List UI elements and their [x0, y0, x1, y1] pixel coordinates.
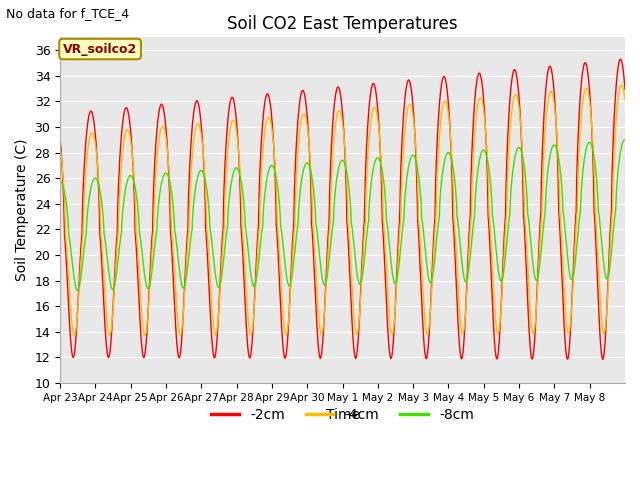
Title: Soil CO2 East Temperatures: Soil CO2 East Temperatures — [227, 15, 458, 33]
-4cm — [70, 333, 78, 338]
-8cm — [56, 178, 64, 184]
-4cm — [613, 105, 621, 110]
-2cm — [235, 147, 243, 153]
-2cm — [113, 238, 120, 244]
-8cm — [113, 268, 121, 274]
-4cm — [618, 82, 625, 88]
Legend: -2cm, -4cm, -8cm: -2cm, -4cm, -8cm — [205, 403, 479, 428]
-2cm — [545, 66, 552, 72]
-2cm — [621, 86, 629, 92]
Line: -2cm: -2cm — [60, 60, 625, 359]
-8cm — [235, 168, 243, 174]
-4cm — [235, 149, 243, 155]
-2cm — [376, 152, 384, 158]
Text: No data for f_TCE_4: No data for f_TCE_4 — [6, 7, 129, 20]
-4cm — [513, 94, 521, 99]
-2cm — [613, 72, 621, 78]
-4cm — [56, 145, 64, 151]
-8cm — [613, 178, 621, 183]
-8cm — [377, 161, 385, 167]
-4cm — [621, 96, 629, 102]
Line: -4cm: -4cm — [60, 85, 625, 336]
-2cm — [599, 356, 607, 362]
-4cm — [113, 247, 121, 253]
-8cm — [621, 137, 629, 143]
Text: VR_soilco2: VR_soilco2 — [63, 43, 137, 56]
-2cm — [513, 72, 520, 78]
-8cm — [545, 161, 552, 167]
-8cm — [621, 137, 628, 143]
-4cm — [377, 150, 385, 156]
-4cm — [545, 94, 552, 100]
-2cm — [56, 136, 64, 142]
Y-axis label: Soil Temperature (C): Soil Temperature (C) — [15, 139, 29, 281]
-2cm — [616, 57, 624, 62]
Line: -8cm: -8cm — [60, 140, 625, 290]
-8cm — [513, 147, 521, 153]
-8cm — [74, 288, 81, 293]
X-axis label: Time: Time — [326, 408, 360, 422]
